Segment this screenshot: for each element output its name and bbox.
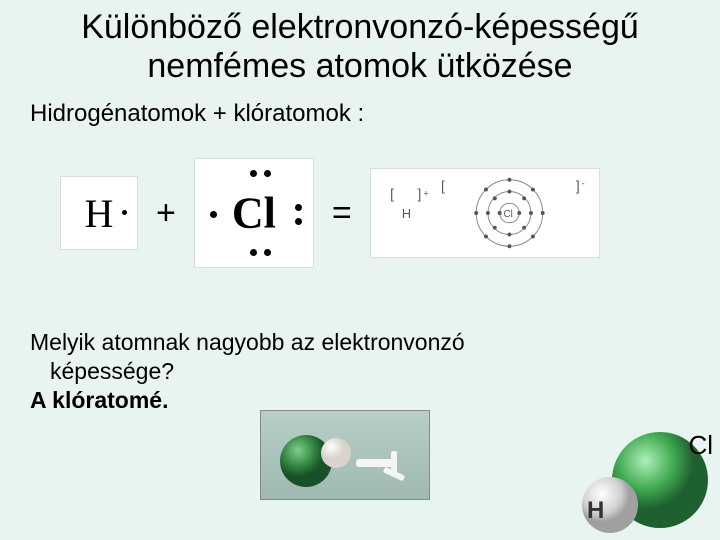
svg-text:]: ]	[417, 187, 421, 202]
question-block: Melyik atomnak nagyobb az elektronvonzó …	[0, 298, 720, 414]
hcl-result-box: [ H ] + Cl [	[370, 168, 600, 258]
svg-text:[: [	[441, 179, 445, 194]
hydrogen-symbol-text: H	[85, 191, 114, 236]
equation-row: H + Cl = [ H ] + C	[0, 148, 720, 298]
svg-text:]: ]	[576, 179, 580, 194]
molecule-model-photo	[260, 410, 430, 500]
slide-subtitle: Hidrogénatomok + klóratomok :	[0, 90, 720, 148]
hydrogen-lewis-box: H	[60, 176, 138, 250]
plus-operator: +	[156, 194, 176, 233]
svg-text:-: -	[582, 179, 585, 189]
question-line-2: képessége?	[30, 357, 690, 386]
render-h-label: H	[587, 497, 604, 525]
hcl-3d-render: H Cl	[575, 420, 715, 535]
hydrogen-symbol: H	[85, 190, 114, 237]
render-cl-label: Cl	[688, 430, 713, 461]
slide-title: Különböző elektronvonzó-képességű nemfém…	[0, 0, 720, 90]
chlorine-symbol: Cl	[232, 188, 276, 239]
chlorine-lewis: Cl	[204, 168, 304, 258]
electron-dot	[210, 211, 217, 218]
chlorine-lewis-box: Cl	[194, 158, 314, 268]
electron-dot	[295, 204, 302, 211]
electron-dot	[264, 249, 271, 256]
svg-text:[: [	[390, 187, 394, 202]
svg-text:H: H	[402, 206, 411, 221]
question-line-1: Melyik atomnak nagyobb az elektronvonzó	[30, 328, 690, 357]
hcl-bohr-diagram: [ H ] + Cl [	[371, 169, 599, 257]
electron-dot	[122, 210, 127, 215]
electron-dot	[250, 249, 257, 256]
electron-dot	[250, 170, 257, 177]
electron-dot	[264, 170, 271, 177]
svg-text:Cl: Cl	[503, 209, 512, 220]
electron-dot	[295, 218, 302, 225]
svg-text:+: +	[423, 189, 428, 199]
equals-operator: =	[332, 194, 352, 233]
